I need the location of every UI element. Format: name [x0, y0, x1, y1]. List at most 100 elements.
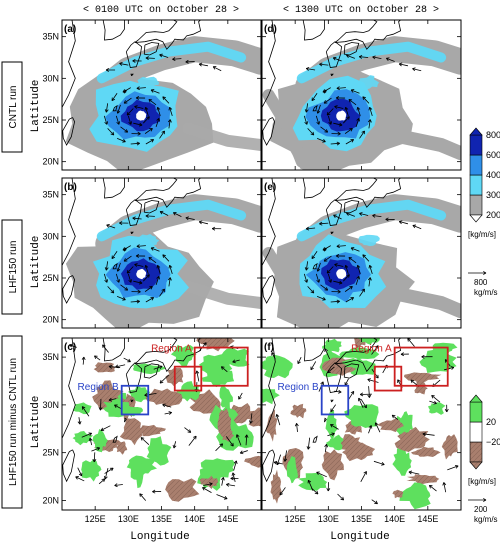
- wind-vector: [442, 482, 447, 493]
- wind-vector: [211, 226, 222, 231]
- wind-vector: [374, 422, 381, 433]
- wind-vector: [144, 106, 149, 116]
- x-tick-label: 125E: [85, 514, 106, 524]
- wind-vector: [335, 254, 346, 258]
- wind-vector: [106, 224, 116, 229]
- colorbar-label: 20: [486, 417, 496, 427]
- wind-vector: [371, 345, 379, 355]
- wind-vector: [126, 266, 134, 274]
- coastline: [62, 178, 76, 266]
- wind-vector: [115, 115, 121, 125]
- wind-vector: [315, 115, 321, 125]
- wind-vector: [398, 220, 409, 225]
- wind-vector: [104, 103, 109, 113]
- wind-vector: [159, 374, 170, 384]
- colorbar-unit: [kg/m/s]: [468, 477, 496, 486]
- wind-vector: [372, 55, 382, 60]
- wind-vector: [130, 141, 140, 146]
- wind-vector: [156, 106, 161, 116]
- coastline: [102, 338, 125, 362]
- colorbar-segment: [469, 441, 483, 463]
- panel-id: (d): [264, 24, 277, 35]
- coastline: [334, 338, 378, 365]
- wind-vector: [225, 436, 234, 447]
- wind-vector: [184, 427, 192, 433]
- wind-vector: [115, 273, 121, 283]
- wind-vector: [116, 138, 126, 143]
- wind-vector: [372, 213, 382, 218]
- wind-vector: [103, 115, 109, 125]
- wind-vector: [144, 286, 153, 292]
- coastline: [102, 20, 125, 41]
- wind-vector: [359, 288, 365, 297]
- wind-vector: [327, 115, 333, 125]
- y-tick-label: 35N: [42, 352, 59, 362]
- wind-vector: [344, 264, 349, 274]
- x-tick-label: 140E: [384, 514, 405, 524]
- wind-vector: [132, 216, 142, 221]
- wind-vector: [412, 224, 422, 230]
- row-label-diff-text: LHF150 run minus CNTL run: [8, 358, 19, 486]
- wind-vector: [134, 105, 144, 109]
- coastline: [334, 20, 378, 43]
- panel-id: (a): [64, 24, 76, 35]
- wind-vector: [306, 437, 311, 450]
- wind-vector: [350, 247, 360, 252]
- wind-vector: [331, 131, 341, 136]
- coastline: [143, 200, 160, 214]
- wind-vector: [153, 365, 163, 370]
- wind-vector: [326, 482, 331, 492]
- wind-vector: [330, 141, 340, 146]
- region-box-region-b: [120, 384, 150, 416]
- wind-vector: [120, 126, 129, 133]
- wind-vector: [316, 471, 327, 478]
- wind-vector: [385, 57, 395, 62]
- coastline: [134, 20, 202, 50]
- panel-field: [262, 178, 461, 328]
- coastline: [302, 20, 325, 41]
- wind-vector: [345, 139, 354, 145]
- wind-vector: [131, 289, 141, 294]
- wind-vector: [348, 257, 357, 264]
- wind-vector: [145, 139, 154, 145]
- wind-vector: [220, 477, 225, 486]
- title-right: < 1300 UTC on October 28 >: [283, 4, 439, 16]
- colorbar-label: 600: [486, 150, 500, 160]
- coastline: [143, 363, 160, 379]
- wind-vector: [104, 261, 109, 271]
- coastline: [302, 178, 325, 199]
- wind-vector: [135, 96, 146, 100]
- wind-vector: [144, 264, 149, 274]
- wind-vector: [342, 274, 350, 282]
- wind-vector: [311, 251, 318, 260]
- wind-vector: [148, 99, 157, 106]
- wind-vector: [429, 400, 437, 405]
- wind-vector: [320, 126, 329, 133]
- wind-vector: [344, 106, 349, 116]
- vector-ref-value: 800: [474, 278, 488, 287]
- wind-vector: [345, 297, 354, 303]
- wind-vector: [311, 93, 318, 102]
- wind-vector: [92, 452, 97, 463]
- wind-vector: [331, 289, 341, 294]
- wind-vector: [77, 417, 82, 425]
- coastline: [334, 178, 378, 201]
- wind-vector: [324, 444, 329, 453]
- wind-vector: [346, 212, 356, 217]
- coastline: [262, 275, 276, 304]
- wind-vector: [304, 261, 309, 271]
- colorbar-segment: [469, 401, 483, 423]
- wind-vector: [127, 273, 133, 283]
- wind-vector: [148, 257, 157, 264]
- wind-vector: [126, 108, 134, 116]
- wind-vector: [316, 262, 321, 272]
- wind-vector: [131, 131, 141, 136]
- wind-vector: [356, 106, 361, 116]
- wind-vector: [116, 104, 121, 114]
- panel-b: (b) 20N 25N 30N 35N: [42, 177, 262, 329]
- colorbar-diff: −20 20 [kg/m/s]: [468, 394, 500, 486]
- wind-vector: [344, 128, 353, 134]
- wind-vector: [185, 216, 195, 221]
- wind-vector: [232, 359, 240, 364]
- wind-vector: [185, 59, 195, 64]
